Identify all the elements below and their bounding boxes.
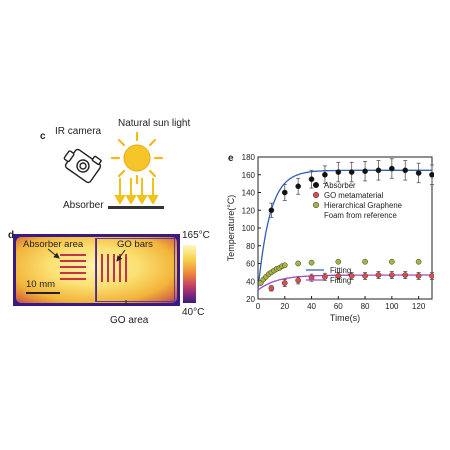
y-tick-label: 120 (242, 206, 256, 215)
data-point (362, 168, 368, 175)
x-tick-label: 60 (334, 302, 343, 311)
data-point (388, 258, 395, 265)
panel-c-letter: c (40, 131, 46, 142)
x-tick-label: 0 (256, 302, 261, 311)
go-area-label: GO area (110, 315, 149, 326)
y-axis-label: Temperature(°C) (226, 195, 236, 262)
data-point (308, 259, 315, 266)
scale-bar (26, 292, 60, 294)
data-point (295, 183, 302, 190)
data-point (402, 167, 409, 174)
y-tick-label: 160 (242, 171, 256, 180)
data-point (415, 170, 422, 176)
sun-icon (110, 131, 164, 185)
vertical-bar (113, 254, 115, 282)
x-tick-label: 20 (280, 302, 289, 311)
data-point (295, 277, 302, 284)
data-point (348, 273, 355, 279)
horizontal-bar (60, 260, 86, 262)
horizontal-bar (60, 272, 86, 274)
data-point (362, 258, 368, 265)
horizontal-bar (60, 266, 86, 268)
go-area-frame (95, 238, 175, 302)
data-point (388, 165, 395, 172)
sample-divider (95, 238, 97, 302)
go-bars-label: GO bars (117, 239, 153, 250)
y-tick-label: 60 (246, 260, 255, 269)
absorber-label: Absorber (63, 200, 104, 211)
data-point (322, 273, 328, 280)
sunlight-rays (114, 178, 158, 204)
ir-camera-label: IR camera (55, 126, 102, 137)
x-tick-label: 120 (412, 302, 426, 311)
y-tick-label: 180 (242, 153, 256, 162)
sun-light-label: Natural sun light (118, 118, 191, 129)
data-point (281, 262, 288, 269)
absorber-area-label: Absorber area (23, 239, 84, 250)
go-vertical-bars (101, 254, 129, 282)
y-tick-label: 40 (246, 277, 255, 286)
data-point (415, 258, 422, 265)
legend-label: Fitting (330, 276, 351, 285)
legend-label: Foam from reference (324, 211, 397, 220)
legend-label: Absorber (324, 181, 356, 190)
absorber-bars (60, 254, 86, 280)
thermal-image: Absorber area GO bars 10 mm (13, 234, 180, 306)
data-point (308, 176, 315, 183)
data-point (281, 189, 288, 196)
data-point (415, 273, 422, 279)
y-tick-label: 20 (246, 295, 255, 304)
data-point (402, 272, 409, 278)
legend-label: Fitting (330, 266, 351, 275)
data-point (335, 273, 342, 279)
panel-c: c IR camera Natural sun light Absorber (0, 0, 215, 215)
data-point (335, 258, 342, 265)
vertical-bar (125, 254, 127, 282)
panel-d-letter: d (8, 230, 15, 241)
data-point (268, 285, 275, 292)
annotation-arrows (47, 248, 127, 306)
x-tick-label: 40 (307, 302, 316, 311)
y-tick-label: 140 (242, 189, 256, 198)
legend-label: Hierarchical Graphene (324, 201, 402, 210)
legend-marker (312, 191, 320, 199)
legend-marker (312, 181, 320, 189)
data-point (429, 171, 434, 178)
data-point (322, 171, 328, 178)
vertical-bar (119, 254, 121, 282)
data-point (348, 169, 355, 175)
temperature-chart: 0 20 40 60 80 100 12020406080100120140160180Ti… (226, 153, 434, 323)
colorbar-min-label: 40°C (182, 307, 205, 318)
x-axis-label: Time(s) (330, 313, 360, 323)
vertical-bar (101, 254, 103, 282)
legend-label: GO metamaterial (324, 191, 384, 200)
absorber-plate (108, 206, 164, 209)
data-point (388, 272, 395, 278)
colorbar (183, 245, 196, 303)
y-tick-label: 80 (246, 242, 255, 251)
camera-icon (63, 148, 102, 184)
legend-marker (312, 201, 320, 209)
data-point (375, 167, 382, 174)
data-point (268, 207, 275, 214)
data-point (362, 273, 368, 279)
horizontal-bar (60, 278, 86, 280)
vertical-bar (107, 254, 109, 282)
colorbar-max-label: 165°C (182, 230, 210, 241)
data-point (295, 260, 302, 267)
x-tick-label: 100 (385, 302, 399, 311)
y-tick-label: 100 (242, 224, 256, 233)
data-point (375, 272, 382, 278)
horizontal-bar (60, 254, 86, 256)
data-point (335, 169, 342, 175)
panel-e-letter: e (228, 153, 234, 164)
data-point (281, 280, 288, 286)
x-tick-label: 80 (361, 302, 370, 311)
data-point (429, 273, 434, 279)
scale-label: 10 mm (26, 279, 56, 290)
